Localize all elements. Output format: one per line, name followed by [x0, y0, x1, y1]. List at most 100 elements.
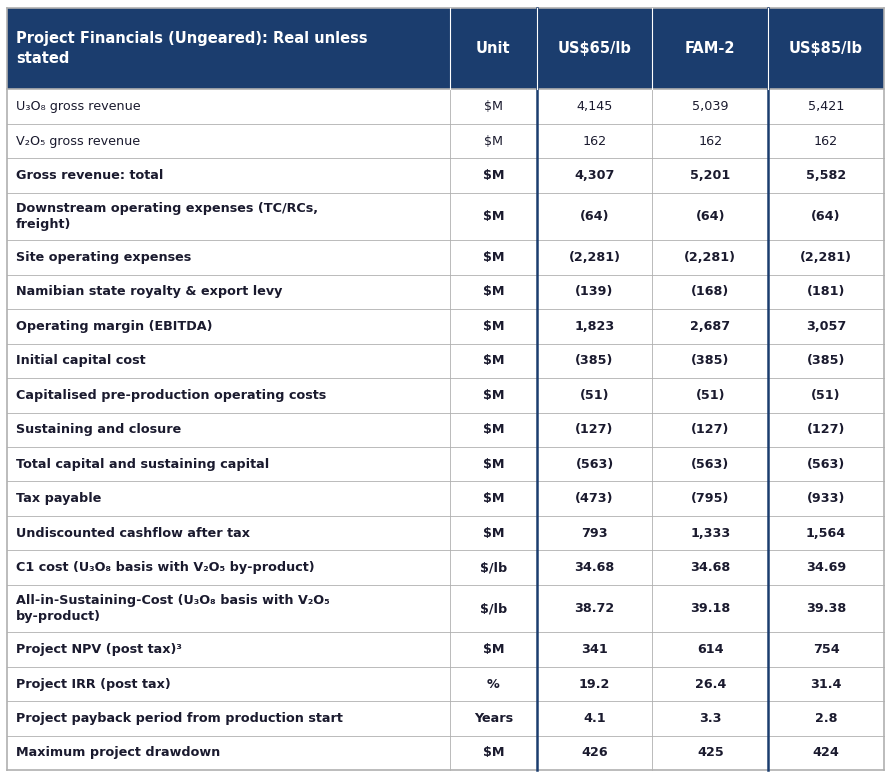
Bar	[536, 8, 652, 89]
Text: $M: $M	[483, 747, 504, 759]
Bar	[652, 701, 768, 736]
Bar	[768, 8, 884, 89]
Text: 5,201: 5,201	[691, 169, 731, 182]
Text: (51): (51)	[696, 389, 725, 402]
Bar	[652, 158, 768, 193]
Bar	[768, 344, 884, 378]
Bar	[536, 482, 652, 516]
Bar	[652, 8, 768, 89]
Text: 4,145: 4,145	[576, 100, 613, 113]
Text: $M: $M	[483, 527, 504, 540]
Text: $M: $M	[483, 286, 504, 299]
Text: (64): (64)	[812, 210, 841, 223]
Text: (563): (563)	[576, 457, 614, 471]
Bar	[450, 633, 536, 667]
Bar	[768, 124, 884, 158]
Bar	[450, 736, 536, 770]
Bar	[536, 447, 652, 482]
Bar	[7, 240, 450, 275]
Text: Site operating expenses: Site operating expenses	[16, 251, 192, 264]
Text: (385): (385)	[691, 355, 730, 367]
Bar	[7, 8, 450, 89]
Text: 1,333: 1,333	[691, 527, 731, 540]
Bar	[652, 585, 768, 633]
Text: 5,421: 5,421	[808, 100, 844, 113]
Bar	[450, 516, 536, 550]
Text: 31.4: 31.4	[810, 678, 842, 691]
Bar	[768, 309, 884, 344]
Bar	[768, 378, 884, 412]
Text: 793: 793	[581, 527, 608, 540]
Bar	[7, 585, 450, 633]
Text: Undiscounted cashflow after tax: Undiscounted cashflow after tax	[16, 527, 250, 540]
Bar	[652, 89, 768, 124]
Bar	[7, 633, 450, 667]
Text: (127): (127)	[576, 423, 614, 436]
Bar	[652, 193, 768, 240]
Bar	[7, 193, 450, 240]
Text: Years: Years	[474, 712, 513, 725]
Bar	[7, 158, 450, 193]
Bar	[768, 550, 884, 585]
Text: C1 cost (U₃O₈ basis with V₂O₅ by-product): C1 cost (U₃O₈ basis with V₂O₅ by-product…	[16, 561, 315, 574]
Text: Downstream operating expenses (TC/RCs,
freight): Downstream operating expenses (TC/RCs, f…	[16, 202, 318, 231]
Bar	[7, 89, 450, 124]
Text: Capitalised pre-production operating costs: Capitalised pre-production operating cos…	[16, 389, 326, 402]
Text: $M: $M	[484, 135, 503, 148]
Text: US$85/lb: US$85/lb	[789, 41, 863, 56]
Bar	[536, 158, 652, 193]
Text: (51): (51)	[580, 389, 609, 402]
Text: 424: 424	[813, 747, 839, 759]
Bar	[652, 516, 768, 550]
Text: $M: $M	[483, 643, 504, 656]
Bar	[652, 667, 768, 701]
Text: 34.69: 34.69	[805, 561, 846, 574]
Text: Project payback period from production start: Project payback period from production s…	[16, 712, 343, 725]
Bar	[536, 275, 652, 309]
Text: Gross revenue: total: Gross revenue: total	[16, 169, 163, 182]
Bar	[450, 667, 536, 701]
Text: $/lb: $/lb	[479, 561, 507, 574]
Text: (127): (127)	[807, 423, 846, 436]
Bar	[7, 736, 450, 770]
Bar	[768, 193, 884, 240]
Text: $M: $M	[483, 457, 504, 471]
Text: 39.18: 39.18	[691, 602, 731, 615]
Text: V₂O₅ gross revenue: V₂O₅ gross revenue	[16, 135, 140, 148]
Bar	[652, 240, 768, 275]
Bar	[536, 193, 652, 240]
Text: U₃O₈ gross revenue: U₃O₈ gross revenue	[16, 100, 141, 113]
Text: (2,281): (2,281)	[684, 251, 736, 264]
Text: (563): (563)	[807, 457, 846, 471]
Bar	[768, 447, 884, 482]
Bar	[7, 412, 450, 447]
Text: $M: $M	[484, 100, 503, 113]
Text: Operating margin (EBITDA): Operating margin (EBITDA)	[16, 320, 213, 333]
Text: 3.3: 3.3	[699, 712, 722, 725]
Text: $/lb: $/lb	[479, 602, 507, 615]
Text: (385): (385)	[807, 355, 846, 367]
Text: (563): (563)	[691, 457, 730, 471]
Bar	[7, 344, 450, 378]
Bar	[536, 701, 652, 736]
Bar	[652, 412, 768, 447]
Text: Tax payable: Tax payable	[16, 492, 102, 505]
Bar	[652, 447, 768, 482]
Text: (473): (473)	[576, 492, 614, 505]
Bar	[450, 482, 536, 516]
Bar	[536, 516, 652, 550]
Bar	[450, 89, 536, 124]
Bar	[652, 633, 768, 667]
Text: 2.8: 2.8	[814, 712, 838, 725]
Bar	[536, 736, 652, 770]
Text: Total capital and sustaining capital: Total capital and sustaining capital	[16, 457, 269, 471]
Bar	[652, 309, 768, 344]
Text: (139): (139)	[576, 286, 614, 299]
Bar	[7, 550, 450, 585]
Bar	[536, 124, 652, 158]
Bar	[536, 633, 652, 667]
Text: 1,823: 1,823	[575, 320, 615, 333]
Text: Maximum project drawdown: Maximum project drawdown	[16, 747, 220, 759]
Text: $M: $M	[483, 492, 504, 505]
Text: 5,039: 5,039	[692, 100, 729, 113]
